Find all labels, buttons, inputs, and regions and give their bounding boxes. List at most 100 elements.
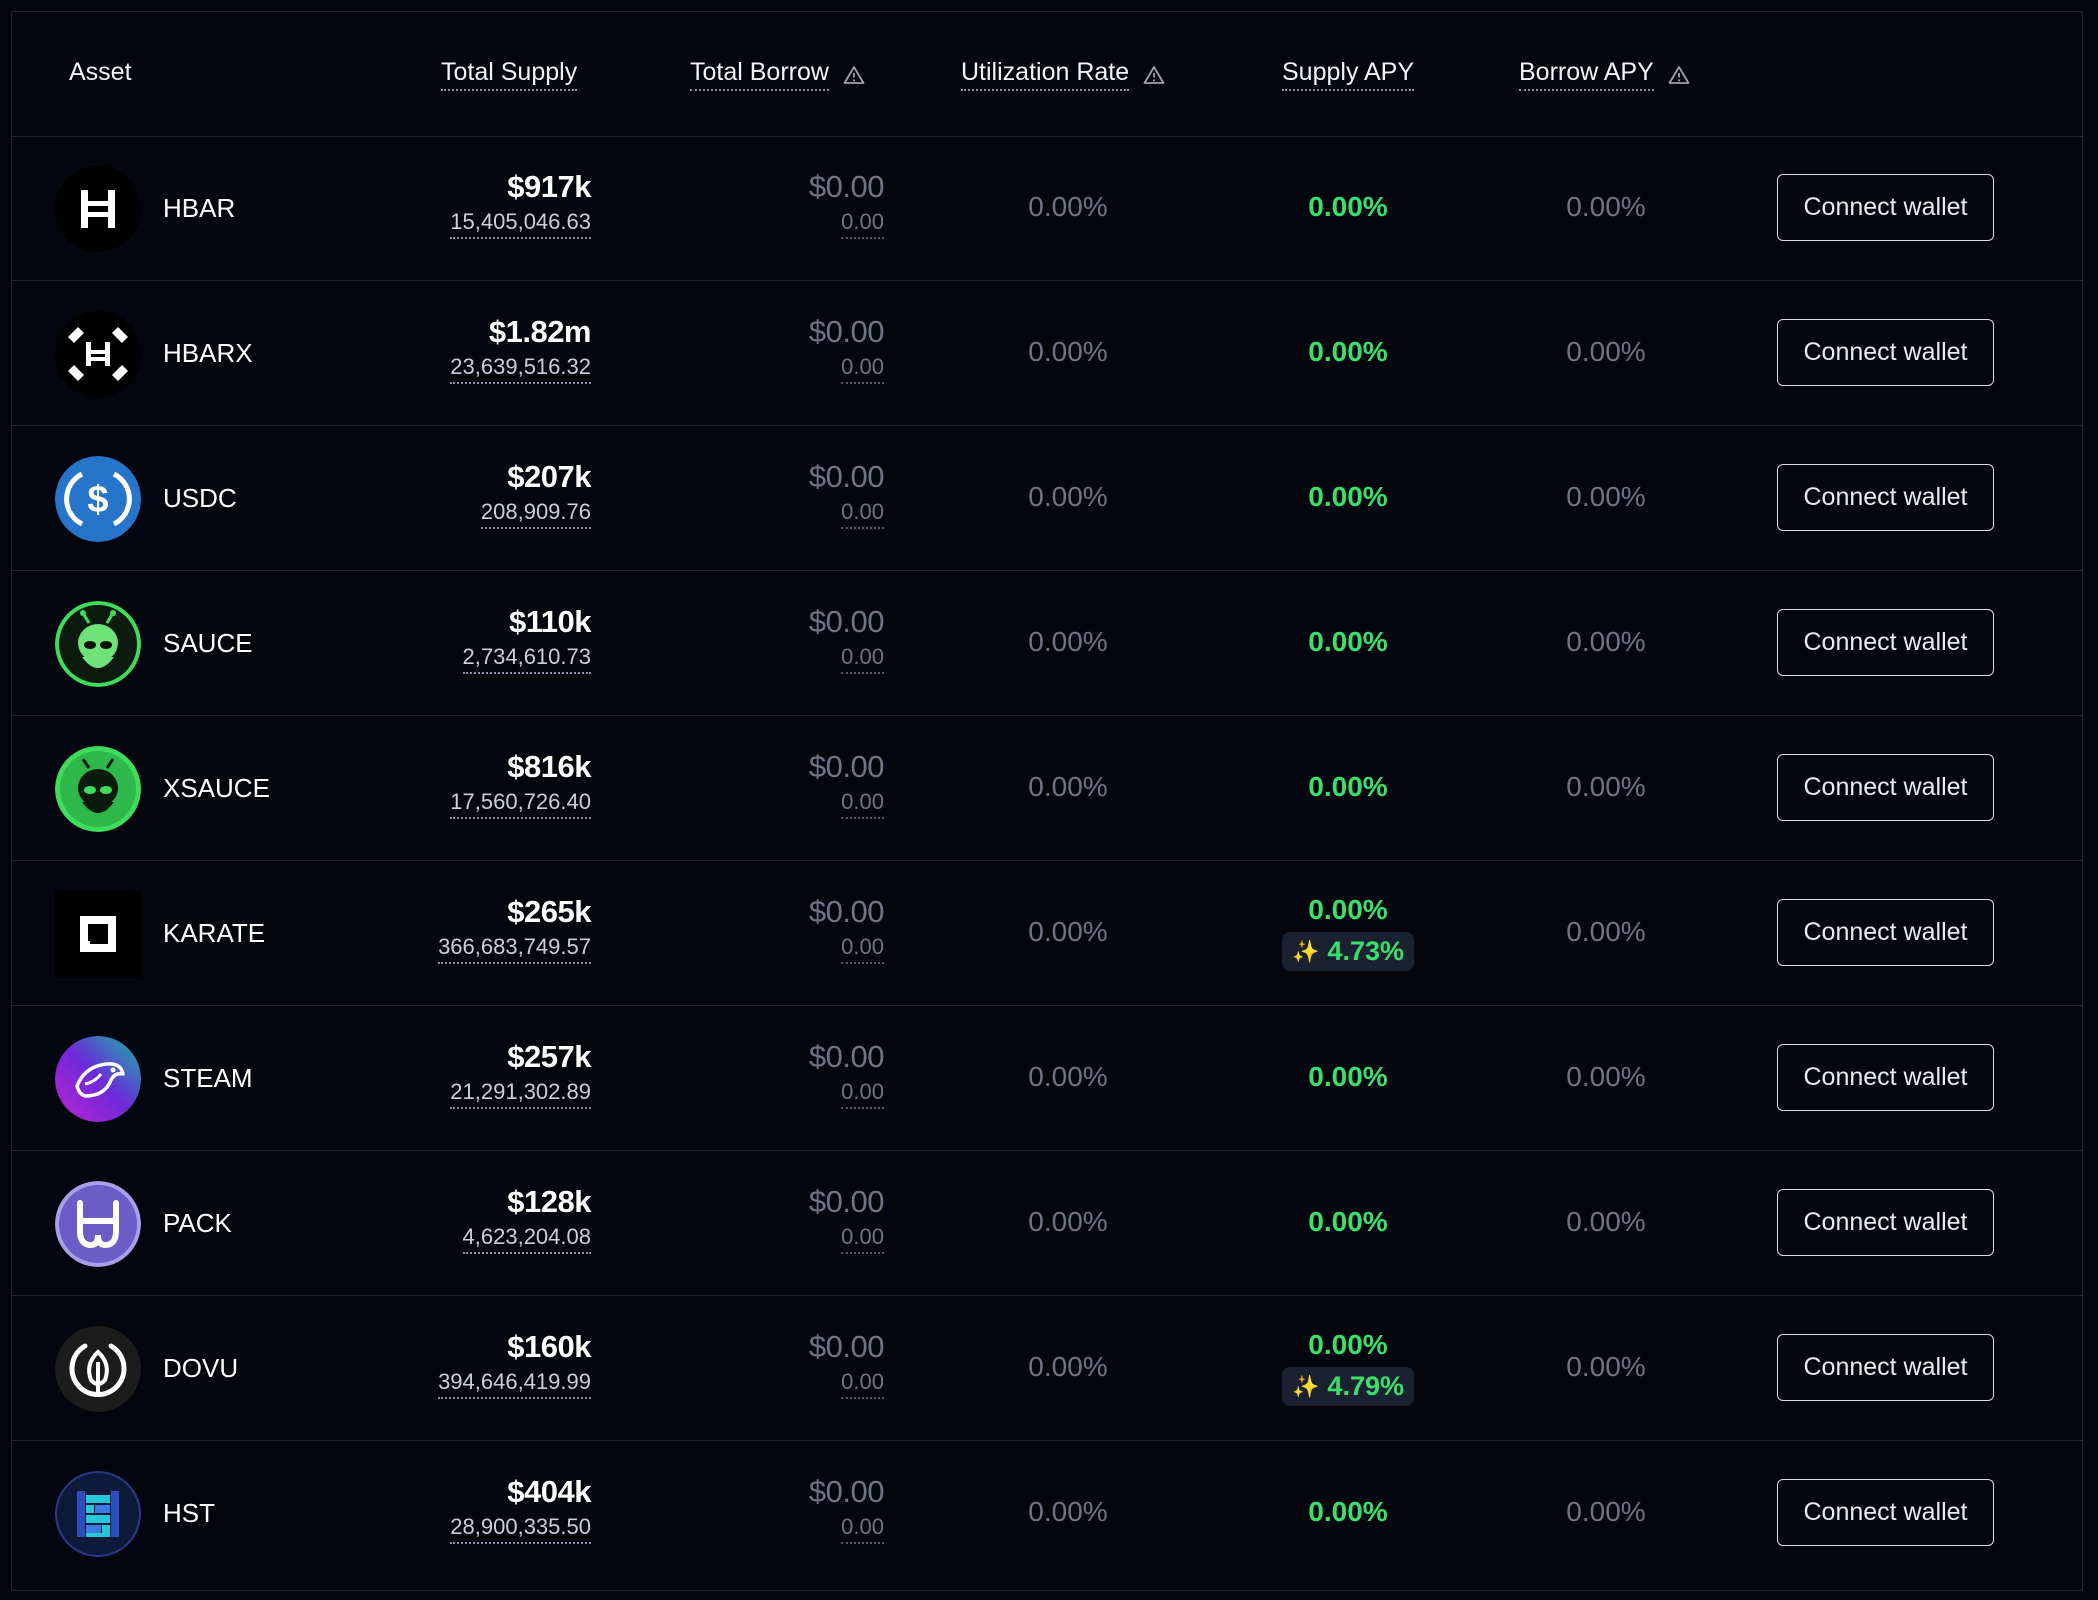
utilization-rate: 0.00% (1028, 191, 1108, 222)
table-row[interactable]: PACK $128k 4,623,204.08 $0.00 0.00 0.00% 0… (12, 1151, 2082, 1296)
table-row[interactable]: HST $404k 28,900,335.50 $0.00 0.00 0.00% 0… (12, 1441, 2082, 1586)
header-total-supply[interactable]: Total Supply (441, 58, 578, 91)
svg-text:$: $ (87, 479, 108, 521)
table-row[interactable]: XSAUCE $816k 17,560,726.40 $0.00 0.00 0.00… (12, 716, 2082, 861)
asset-name: PACK (163, 1208, 232, 1238)
utilization-rate: 0.00% (1028, 916, 1108, 947)
total-borrow: $0.00 0.00 (809, 1184, 885, 1254)
total-supply: $128k 4,623,204.08 (462, 1184, 592, 1254)
pack-icon (55, 1181, 141, 1267)
total-supply: $265k 366,683,749.57 (438, 894, 591, 964)
hst-icon (55, 1471, 141, 1557)
supply-apy: 0.00% (1308, 626, 1388, 657)
sauce-icon (55, 601, 141, 687)
warning-icon[interactable] (1668, 65, 1690, 85)
borrow-apy: 0.00% (1566, 191, 1646, 222)
asset-name: HBARX (163, 338, 253, 368)
table-row[interactable]: $ USDC $207k 208,909.76 $0.00 0.00 0.00% 0… (12, 426, 2082, 571)
asset-name: HST (163, 1498, 215, 1528)
connect-wallet-button[interactable]: Connect wallet (1777, 319, 1994, 386)
sparkle-icon: ✨ (1292, 938, 1320, 964)
warning-icon[interactable] (1143, 65, 1165, 85)
borrow-apy: 0.00% (1566, 626, 1646, 657)
supply-apy: 0.00% ✨ 4.73% (1282, 894, 1414, 971)
borrow-apy: 0.00% (1566, 336, 1646, 367)
connect-wallet-button[interactable]: Connect wallet (1777, 1334, 1994, 1401)
warning-icon[interactable] (843, 65, 865, 85)
total-supply: $404k 28,900,335.50 (450, 1474, 591, 1544)
utilization-rate: 0.00% (1028, 1206, 1108, 1237)
total-supply: $1.82m 23,639,516.32 (450, 314, 591, 384)
connect-wallet-button[interactable]: Connect wallet (1777, 1189, 1994, 1256)
asset-name: KARATE (163, 918, 266, 948)
steam-icon (55, 1036, 141, 1122)
bonus-apy-badge[interactable]: ✨ 4.79% (1282, 1367, 1414, 1406)
markets-table: Asset Total Supply Total Borrow Utilizat… (11, 11, 2083, 1591)
total-borrow: $0.00 0.00 (809, 459, 885, 529)
borrow-apy: 0.00% (1566, 1061, 1646, 1092)
borrow-apy: 0.00% (1566, 1496, 1646, 1527)
total-supply: $110k 2,734,610.73 (462, 604, 592, 674)
total-supply: $207k 208,909.76 (480, 459, 592, 529)
bonus-apy-badge[interactable]: ✨ 4.73% (1282, 932, 1414, 971)
supply-apy: 0.00% (1308, 1496, 1388, 1527)
total-borrow: $0.00 0.00 (809, 1329, 885, 1399)
header-asset[interactable]: Asset (69, 58, 132, 86)
table-row[interactable]: STEAM $257k 21,291,302.89 $0.00 0.00 0.00%… (12, 1006, 2082, 1151)
header-utilization-rate[interactable]: Utilization Rate (961, 58, 1165, 91)
total-borrow: $0.00 0.00 (809, 314, 885, 384)
connect-wallet-button[interactable]: Connect wallet (1777, 609, 1994, 676)
connect-wallet-button[interactable]: Connect wallet (1777, 899, 1994, 966)
total-borrow: $0.00 0.00 (809, 1039, 885, 1109)
total-supply: $160k 394,646,419.99 (438, 1329, 591, 1399)
utilization-rate: 0.00% (1028, 626, 1108, 657)
sparkle-icon: ✨ (1292, 1373, 1320, 1399)
borrow-apy: 0.00% (1566, 481, 1646, 512)
asset-name: DOVU (163, 1353, 239, 1383)
total-supply: $257k 21,291,302.89 (450, 1039, 591, 1109)
table-header: Asset Total Supply Total Borrow Utilizat… (12, 12, 2082, 137)
asset-name: XSAUCE (163, 773, 270, 803)
total-borrow: $0.00 0.00 (809, 169, 885, 239)
xsauce-icon (55, 746, 141, 832)
table-row[interactable]: SAUCE $110k 2,734,610.73 $0.00 0.00 0.00% … (12, 571, 2082, 716)
connect-wallet-button[interactable]: Connect wallet (1777, 174, 1994, 241)
header-supply-apy[interactable]: Supply APY (1282, 58, 1415, 91)
hbarx-icon (55, 311, 141, 397)
table-row[interactable]: KARATE $265k 366,683,749.57 $0.00 0.00 0.0… (12, 861, 2082, 1006)
borrow-apy: 0.00% (1566, 771, 1646, 802)
asset-name: STEAM (163, 1063, 253, 1093)
supply-apy: 0.00% (1308, 1061, 1388, 1092)
supply-apy: 0.00% (1308, 191, 1388, 222)
usdc-icon: $ (55, 456, 141, 542)
supply-apy: 0.00% (1308, 771, 1388, 802)
borrow-apy: 0.00% (1566, 1206, 1646, 1237)
connect-wallet-button[interactable]: Connect wallet (1777, 1479, 1994, 1546)
utilization-rate: 0.00% (1028, 336, 1108, 367)
header-total-borrow[interactable]: Total Borrow (690, 58, 865, 91)
total-borrow: $0.00 0.00 (809, 749, 885, 819)
table-row[interactable]: DOVU $160k 394,646,419.99 $0.00 0.00 0.00%… (12, 1296, 2082, 1441)
supply-apy: 0.00% (1308, 336, 1388, 367)
asset-name: USDC (163, 483, 237, 513)
utilization-rate: 0.00% (1028, 771, 1108, 802)
connect-wallet-button[interactable]: Connect wallet (1777, 464, 1994, 531)
utilization-rate: 0.00% (1028, 481, 1108, 512)
table-row[interactable]: HBAR $917k 15,405,046.63 $0.00 0.00 0.00% … (12, 136, 2082, 281)
hbar-icon (55, 166, 141, 252)
header-borrow-apy[interactable]: Borrow APY (1519, 58, 1690, 91)
table-row[interactable]: HBARX $1.82m 23,639,516.32 $0.00 0.00 0.00… (12, 281, 2082, 426)
utilization-rate: 0.00% (1028, 1496, 1108, 1527)
supply-apy: 0.00% (1308, 481, 1388, 512)
borrow-apy: 0.00% (1566, 1351, 1646, 1382)
connect-wallet-button[interactable]: Connect wallet (1777, 1044, 1994, 1111)
total-supply: $917k 15,405,046.63 (450, 169, 591, 239)
asset-name: SAUCE (163, 628, 253, 658)
borrow-apy: 0.00% (1566, 916, 1646, 947)
supply-apy: 0.00% ✨ 4.79% (1282, 1329, 1414, 1406)
connect-wallet-button[interactable]: Connect wallet (1777, 754, 1994, 821)
asset-name: HBAR (163, 193, 236, 223)
karate-icon (55, 891, 141, 977)
total-borrow: $0.00 0.00 (809, 894, 885, 964)
total-supply: $816k 17,560,726.40 (450, 749, 591, 819)
